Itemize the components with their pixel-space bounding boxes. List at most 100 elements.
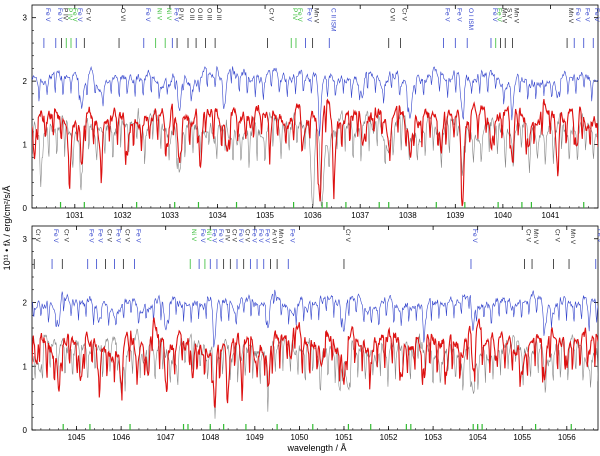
series-model-grey [32,328,598,419]
ident-label: Fe V [596,229,600,243]
x-tick-label: 1045 [68,433,86,442]
bottom-panel: 0 1 2 3 1045 1046 1047 1048 1049 1050 1051 1052 1053… [23,225,600,442]
ident-label: Ni V [156,8,163,21]
top-panel: 0 1 2 3 1031 1032 1033 1034 1035 1036 1037 1038 1039… [23,4,600,220]
ident-label: Fe V [71,8,78,22]
ident-label: Fe V [455,8,462,22]
ident-label: Mn V [512,8,519,24]
ident-label: P IV [224,229,231,242]
x-tick-label: 1050 [291,433,309,442]
x-tick-label: 1047 [157,433,175,442]
ident-label: Ni V [205,229,212,242]
ident-label: C II ISM [329,8,336,31]
ident-label: Cr V [34,229,41,243]
ident-label: Ni V [165,8,172,21]
ident-label: Cr V [244,229,251,243]
ident-label: Fe V [305,8,312,22]
ident-label: Fe V [584,8,591,22]
series-observation [32,317,598,408]
plot-frame [31,225,599,431]
plot-area [32,65,598,208]
ident-label: Fe V [491,8,498,22]
ident-label: O III [188,8,195,20]
y-tick-label: 3 [23,14,28,23]
y-tick-label: 1 [23,362,28,371]
ident-label: Mn V [567,8,574,24]
ident-label: Fe V [52,229,59,243]
x-tick-label: 1040 [494,211,512,220]
ident-label: Fe V [76,8,83,22]
plot-area [32,289,598,430]
ident-label: Cr V [524,229,531,243]
ident-label: Fe V [135,229,142,243]
ident-label: Cr V [123,229,130,243]
ident-label: Cr V [344,229,351,243]
ident-label: Cr V [106,229,113,243]
x-tick-label: 1031 [66,211,84,220]
ident-label: Cr V [84,8,91,22]
ident-label: Fe V [97,229,104,243]
y-tick-label: 0 [23,426,28,435]
ident-label: Cr V [401,8,408,22]
ident-label: Fe V [217,229,224,243]
ident-label: O VI [389,8,396,21]
ident-label: P IV [61,8,68,21]
x-tick-label: 1036 [304,211,322,220]
x-tick-label: 1033 [161,211,179,220]
ident-label: Cr V [230,229,237,243]
ident-label: Fe V [172,8,179,22]
ident-label: Fe V [88,229,95,243]
ident-label: Fe V [593,8,600,22]
ident-label: P IV [66,8,73,21]
ident-label: Fe V [114,229,121,243]
ident-label: Fe V [257,229,264,243]
ident-label: Cr V [62,229,69,243]
ident-label: Fe V [471,229,478,243]
ident-label: Mn V [569,229,576,245]
x-tick-label: 1051 [335,433,353,442]
ident-label: Fe V [288,229,295,243]
ident-label: P IV [177,8,184,21]
ident-label: Fe V [56,8,63,22]
y-tick-label: 3 [23,235,28,244]
series-model-blue [32,65,598,137]
y-tick-label: 2 [23,77,28,86]
ident-label: Mn V [532,229,539,245]
ident-label: Fe V [264,229,271,243]
x-tick-label: 1041 [542,211,560,220]
x-tick-label: 1038 [399,211,417,220]
ident-label: Fe V [237,229,244,243]
ident-label: O VI [119,8,126,21]
x-tick-label: 1034 [209,211,227,220]
y-tick-label: 2 [23,299,28,308]
x-tick-label: 1056 [558,433,576,442]
ident-label: Fe V [443,8,450,22]
ident-label: Cr V [267,8,274,22]
ident-label: Fe V [44,8,51,22]
ident-label: O I ISM [467,8,474,30]
ident-label: Fe V [210,229,217,243]
ident-label: P IV [291,8,298,21]
x-tick-label: 1049 [246,433,264,442]
ident-label: S V [505,8,512,19]
ident-label: Ar VI [270,229,277,244]
ident-label: Mn V [277,229,284,245]
x-tick-label: 1053 [424,433,442,442]
ident-label: Fe V [296,8,303,22]
ident-label: Mn V [500,8,507,24]
ident-label: O III [215,8,222,20]
x-tick-label: 1052 [380,433,398,442]
y-tick-label: 0 [23,204,28,213]
ident-label: Fe V [250,229,257,243]
series-observation [32,98,598,207]
x-axis-label: wavelength / Å [286,443,346,453]
series-model-blue [32,289,598,348]
x-tick-label: 1048 [201,433,219,442]
ident-label: Cr V [553,229,560,243]
ident-label: Fe V [199,229,206,243]
ident-label: Ni V [190,229,197,242]
x-tick-label: 1032 [113,211,131,220]
ident-label: O III [196,8,203,20]
ident-label: Fe V [144,8,151,22]
